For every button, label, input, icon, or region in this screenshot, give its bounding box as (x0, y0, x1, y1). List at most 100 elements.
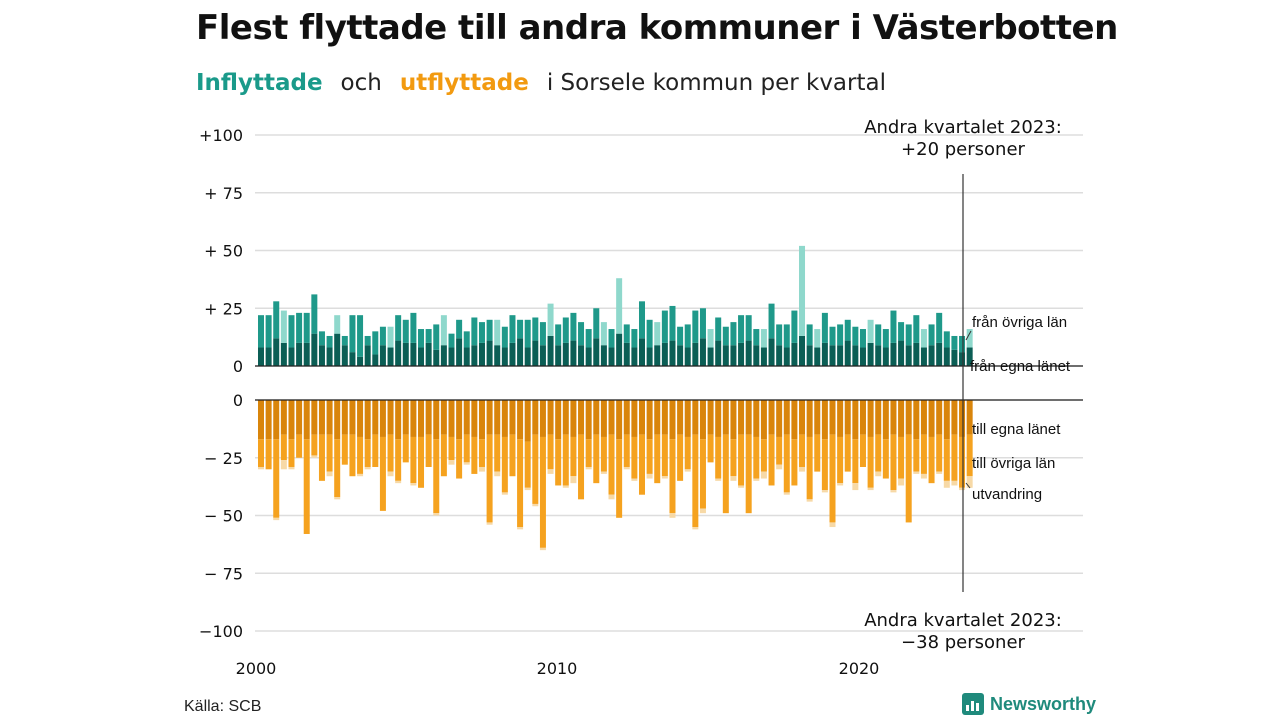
bar-till-egna-lanet (829, 400, 836, 435)
bar-fran-egna-lanet (364, 345, 371, 366)
bar-fran-egna-lanet (433, 349, 440, 366)
bar-fran-ovriga-lan (303, 312, 310, 343)
bar-fran-egna-lanet (623, 342, 630, 366)
bar-fran-egna-lanet (661, 342, 668, 366)
bar-fran-egna-lanet (768, 338, 775, 366)
bar-till-egna-lanet (646, 400, 653, 440)
bar-fran-egna-lanet (875, 345, 882, 366)
bar-fran-ovriga-lan (593, 308, 600, 339)
bar-till-ovriga-lan (258, 439, 264, 467)
bar-utvandring (395, 480, 402, 484)
bar-till-egna-lanet (440, 400, 447, 435)
bar-fran-ovriga-lan (936, 312, 943, 343)
bar-till-egna-lanet (456, 400, 463, 440)
bar-till-ovriga-lan (806, 436, 813, 500)
bar-fran-ovriga-lan (555, 324, 562, 346)
bar-fran-egna-lanet (943, 347, 950, 366)
bar-till-egna-lanet (639, 400, 645, 435)
bar-till-egna-lanet (486, 400, 493, 435)
bar-till-egna-lanet (623, 400, 630, 435)
bar-fran-ovriga-lan (699, 308, 706, 339)
bar-till-egna-lanet (402, 400, 409, 435)
bar-fran-ovriga-lan (730, 322, 737, 346)
bar-fran-ovriga-lan (387, 326, 394, 348)
bar-utvandring (951, 480, 958, 486)
bar-utvandring (486, 522, 493, 525)
bar-till-egna-lanet (258, 400, 264, 440)
bar-till-ovriga-lan (334, 439, 341, 498)
bar-fran-ovriga-lan (829, 326, 836, 346)
bar-fran-egna-lanet (418, 347, 425, 366)
bar-fran-ovriga-lan (501, 326, 508, 348)
bar-fran-egna-lanet (867, 342, 874, 366)
bar-fran-egna-lanet (318, 345, 325, 366)
y-tick-label-top: 0 (233, 357, 243, 376)
bar-fran-ovriga-lan (463, 331, 470, 348)
bar-till-egna-lanet (608, 400, 615, 435)
bar-fran-ovriga-lan (372, 331, 379, 355)
bar-fran-ovriga-lan (913, 315, 920, 343)
bar-till-ovriga-lan (562, 434, 569, 486)
bar-fran-egna-lanet (814, 347, 821, 366)
bar-utvandring (501, 492, 508, 495)
bar-fran-egna-lanet (669, 340, 676, 366)
leader-fran-ovriga-lan (965, 330, 972, 341)
bar-till-egna-lanet (898, 400, 905, 437)
bar-fran-egna-lanet (806, 345, 813, 366)
bar-till-egna-lanet (517, 400, 524, 440)
bar-fran-ovriga-lan (920, 329, 927, 348)
bar-fran-egna-lanet (821, 342, 828, 366)
bar-fran-egna-lanet (486, 340, 493, 366)
bar-till-egna-lanet (768, 400, 775, 435)
bar-till-ovriga-lan (585, 439, 592, 467)
bar-fran-ovriga-lan (418, 329, 425, 348)
bar-fran-ovriga-lan (509, 315, 516, 343)
bar-till-ovriga-lan (296, 434, 303, 458)
bar-fran-egna-lanet (951, 349, 958, 366)
bar-fran-egna-lanet (738, 342, 745, 366)
bar-fran-ovriga-lan (486, 319, 493, 341)
x-tick-label: 2010 (537, 659, 578, 678)
bar-till-ovriga-lan (783, 434, 790, 493)
bar-till-egna-lanet (532, 400, 539, 435)
bar-fran-ovriga-lan (616, 278, 623, 334)
bar-till-ovriga-lan (661, 434, 668, 477)
bar-fran-ovriga-lan (478, 322, 485, 343)
bar-fran-egna-lanet (440, 345, 447, 366)
bar-fran-ovriga-lan (821, 312, 828, 343)
bar-till-egna-lanet (936, 400, 943, 435)
bar-fran-egna-lanet (387, 347, 394, 366)
bar-till-ovriga-lan (760, 439, 767, 472)
bar-utvandring (829, 522, 836, 528)
y-tick-label-bottom: − 75 (204, 564, 243, 583)
bar-fran-egna-lanet (692, 342, 699, 366)
bar-till-ovriga-lan (898, 436, 905, 479)
bar-till-ovriga-lan (265, 439, 272, 470)
bar-till-ovriga-lan (799, 434, 806, 467)
bar-utvandring (661, 476, 668, 479)
bar-fran-egna-lanet (684, 347, 691, 366)
bar-till-ovriga-lan (776, 436, 783, 465)
bar-till-egna-lanet (562, 400, 569, 435)
bar-fran-egna-lanet (311, 333, 318, 366)
bar-fran-ovriga-lan (456, 319, 463, 339)
bar-fran-egna-lanet (791, 342, 798, 366)
bar-utvandring (715, 478, 722, 481)
bar-till-ovriga-lan (547, 434, 554, 470)
bar-till-ovriga-lan (593, 434, 600, 484)
bar-fran-egna-lanet (517, 338, 524, 366)
bar-fran-ovriga-lan (379, 326, 386, 346)
bar-fran-ovriga-lan (623, 324, 630, 343)
bar-fran-egna-lanet (654, 345, 661, 366)
label-utvandring: utvandring (972, 486, 1042, 503)
bar-fran-egna-lanet (372, 354, 379, 366)
bar-utvandring (311, 455, 318, 458)
bar-fran-ovriga-lan (265, 315, 272, 348)
bar-till-ovriga-lan (494, 434, 501, 472)
bar-till-egna-lanet (783, 400, 790, 435)
bar-fran-egna-lanet (425, 342, 432, 366)
bar-fran-ovriga-lan (799, 245, 806, 336)
bar-fran-ovriga-lan (859, 329, 866, 348)
bar-fran-ovriga-lan (654, 322, 661, 346)
bar-till-egna-lanet (806, 400, 813, 437)
